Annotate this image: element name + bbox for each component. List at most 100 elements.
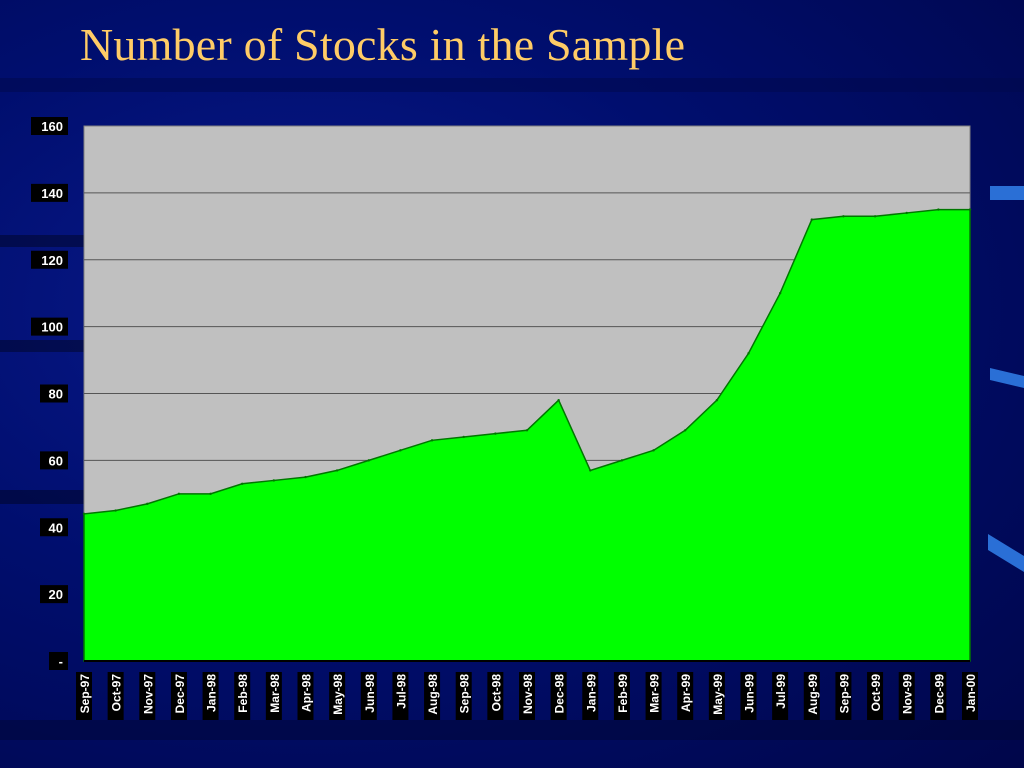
x-tick-label-bg [550, 672, 567, 720]
data-point [937, 208, 940, 211]
y-tick-label: 100 [41, 320, 63, 335]
y-tick-label-bg [40, 451, 68, 470]
x-tick-label: Sep-98 [458, 674, 472, 714]
data-point [82, 512, 86, 516]
data-point [620, 459, 624, 462]
data-point [525, 429, 529, 432]
y-tick-label: 20 [49, 587, 63, 602]
data-point [367, 459, 370, 462]
x-tick-label-bg [867, 672, 884, 720]
data-point [652, 449, 655, 452]
slide-title: Number of Stocks in the Sample [80, 19, 686, 70]
x-tick-label-bg [677, 672, 694, 720]
x-tick-label: Aug-99 [806, 674, 820, 715]
data-point [146, 502, 149, 506]
y-tick-label-bg [40, 518, 68, 537]
x-tick-label: Dec-98 [553, 674, 567, 714]
x-tick-label: Feb-99 [616, 674, 630, 713]
x-tick-label: Nov-98 [521, 674, 535, 714]
accent-bar [988, 534, 1024, 572]
data-point [399, 449, 402, 452]
x-tick-label-bg [645, 672, 662, 720]
x-tick-label: Jan-98 [205, 674, 219, 712]
background-streak [0, 340, 90, 352]
x-tick-label: Jul-98 [394, 674, 408, 709]
data-point [114, 509, 117, 512]
x-tick-label-bg [265, 672, 282, 720]
x-tick-label-bg [202, 672, 219, 720]
x-tick-label-bg [329, 672, 346, 720]
data-point [272, 479, 276, 482]
background-streak [0, 720, 1024, 740]
accent-bar [990, 368, 1024, 388]
y-tick-label-bg [31, 317, 68, 336]
y-tick-label-bg [49, 652, 68, 670]
y-tick-label: 120 [41, 253, 63, 268]
area-series [83, 208, 971, 662]
data-point [905, 211, 908, 215]
x-tick-label-bg [740, 672, 757, 720]
data-point [747, 352, 750, 355]
x-tick-label: May-99 [711, 674, 725, 715]
x-tick-label-bg [835, 672, 852, 720]
data-point [873, 215, 877, 218]
data-point [715, 398, 719, 402]
y-tick-label-bg [40, 384, 68, 403]
data-point [968, 208, 972, 211]
x-tick-label-bg [898, 672, 915, 720]
x-tick-label-bg [708, 672, 725, 720]
y-tick-label: - [59, 654, 63, 669]
background-streak [0, 490, 90, 504]
x-tick-label: Mar-99 [648, 674, 662, 713]
y-tick-label-bg [31, 183, 68, 202]
x-tick-label-bg [803, 672, 820, 720]
x-tick-label: Feb-98 [236, 674, 250, 713]
x-tick-label-bg [613, 672, 630, 720]
x-tick-label: Nov-99 [901, 674, 915, 714]
data-point [335, 469, 339, 472]
data-point [810, 218, 813, 221]
data-point [304, 475, 307, 479]
x-tick-label: Nov-97 [141, 674, 155, 714]
x-tick-label: Aug-98 [426, 674, 440, 715]
data-point [557, 398, 560, 402]
y-tick-label: 160 [41, 119, 63, 134]
background-streak [0, 235, 90, 247]
data-point [241, 482, 244, 485]
x-tick-label-bg [234, 672, 251, 720]
y-tick-label-bg [40, 585, 68, 604]
x-tick-label: Jul-99 [774, 674, 788, 709]
x-tick-label: Dec-97 [173, 674, 187, 714]
accent-bar [990, 186, 1024, 200]
y-tick-label-bg [31, 117, 68, 135]
y-tick-label-bg [31, 250, 68, 269]
y-tick-label: 40 [49, 520, 63, 535]
data-point [462, 435, 465, 439]
x-tick-label-bg [962, 672, 978, 720]
x-tick-label-bg [76, 672, 92, 720]
data-point [177, 492, 181, 496]
y-tick-label: 60 [49, 453, 63, 468]
x-tick-label-bg [297, 672, 314, 720]
data-point [209, 492, 212, 496]
x-tick-label: Mar-98 [268, 674, 282, 713]
x-tick-label-bg [487, 672, 504, 720]
x-tick-label-bg [455, 672, 472, 720]
data-point [494, 432, 497, 435]
background-streak [0, 78, 1024, 92]
x-tick-label: Oct-98 [489, 674, 503, 712]
data-point [842, 215, 845, 218]
x-tick-label: Apr-99 [679, 674, 693, 712]
data-point [778, 291, 782, 295]
x-tick-label: Jun-98 [363, 674, 377, 713]
x-tick-label: Oct-97 [110, 674, 124, 712]
x-tick-label-bg [772, 672, 789, 720]
x-tick-label-bg [392, 672, 409, 720]
x-tick-label-bg [582, 672, 599, 720]
data-point [684, 429, 687, 432]
data-point [430, 439, 434, 442]
x-tick-label: Jan-00 [964, 674, 978, 712]
x-tick-label: Jan-99 [584, 674, 598, 712]
